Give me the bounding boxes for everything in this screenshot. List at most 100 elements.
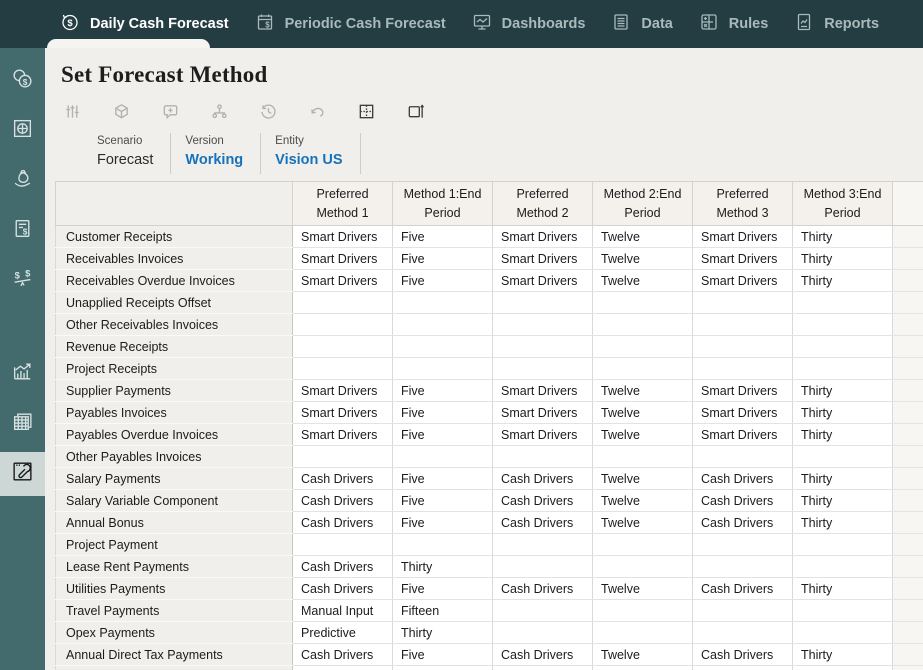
sidebar-item-configuration[interactable] xyxy=(0,452,45,496)
data-cell[interactable]: Twelve xyxy=(592,225,693,248)
data-cell[interactable] xyxy=(592,335,693,358)
nav-tab-dashboards[interactable]: Dashboards xyxy=(472,12,585,36)
data-cell[interactable]: Twelve xyxy=(592,577,693,600)
data-cell[interactable] xyxy=(392,313,493,336)
data-cell[interactable] xyxy=(292,335,393,358)
data-cell[interactable]: Twelve xyxy=(592,379,693,402)
data-cell[interactable]: Twelve xyxy=(592,247,693,270)
data-cell[interactable] xyxy=(392,445,493,468)
data-cell[interactable]: Five xyxy=(392,379,493,402)
data-cell[interactable]: Twelve xyxy=(592,511,693,534)
row-header[interactable]: Lease Rent Payments xyxy=(55,555,293,578)
data-cell[interactable]: Five xyxy=(392,247,493,270)
data-cell[interactable]: Thirty xyxy=(792,379,893,402)
row-header[interactable]: Salary Payments xyxy=(55,467,293,490)
data-cell[interactable] xyxy=(292,445,393,468)
data-cell[interactable]: Cash Drivers xyxy=(492,577,593,600)
history-icon[interactable] xyxy=(258,101,278,121)
data-cell[interactable]: Thirty xyxy=(792,467,893,490)
data-cell[interactable]: Smart Drivers xyxy=(292,269,393,292)
data-cell[interactable]: Thirty xyxy=(792,577,893,600)
data-cell[interactable] xyxy=(792,335,893,358)
data-cell[interactable]: Twelve xyxy=(592,423,693,446)
data-cell[interactable]: Smart Drivers xyxy=(692,423,793,446)
data-cell[interactable]: Five xyxy=(392,577,493,600)
data-cell[interactable] xyxy=(592,291,693,314)
data-cell[interactable]: Cash Drivers xyxy=(292,511,393,534)
undo-icon[interactable] xyxy=(307,101,327,121)
data-cell[interactable] xyxy=(792,313,893,336)
data-cell[interactable]: Manual Input xyxy=(292,599,393,622)
data-cell[interactable]: Smart Drivers xyxy=(492,269,593,292)
data-cell[interactable]: Cash Drivers xyxy=(692,511,793,534)
data-cell[interactable] xyxy=(592,621,693,644)
data-cell[interactable] xyxy=(792,445,893,468)
data-cell[interactable] xyxy=(592,555,693,578)
row-header[interactable]: Unapplied Receipts Offset xyxy=(55,291,293,314)
data-cell[interactable] xyxy=(492,533,593,556)
row-header[interactable]: Receivables Invoices xyxy=(55,247,293,270)
row-header[interactable]: Salary Variable Component xyxy=(55,489,293,512)
data-cell[interactable]: Smart Drivers xyxy=(492,247,593,270)
data-cell[interactable]: Five xyxy=(392,401,493,424)
data-cell[interactable]: Smart Drivers xyxy=(292,423,393,446)
data-cell[interactable]: Five xyxy=(392,467,493,490)
sidebar-item-cash-position[interactable]: $ xyxy=(0,59,45,103)
data-cell[interactable]: Five xyxy=(392,511,493,534)
data-cell[interactable]: Cash Drivers xyxy=(292,489,393,512)
pov-entity[interactable]: Entity Vision US xyxy=(261,133,361,174)
pov-version[interactable]: Version Working xyxy=(171,133,262,174)
data-cell[interactable]: Thirty xyxy=(792,269,893,292)
data-cell[interactable]: Thirty xyxy=(792,423,893,446)
data-cell[interactable] xyxy=(692,533,793,556)
data-cell[interactable]: Twelve xyxy=(592,401,693,424)
nav-tab-data[interactable]: Data xyxy=(611,12,673,36)
data-cell[interactable] xyxy=(692,621,793,644)
data-cell[interactable]: Twelve xyxy=(592,269,693,292)
data-cell[interactable] xyxy=(492,621,593,644)
adjust-sliders-icon[interactable] xyxy=(62,101,82,121)
nav-tab-reports[interactable]: Reports xyxy=(794,12,879,36)
data-cell[interactable]: Cash Drivers xyxy=(492,467,593,490)
cube-icon[interactable] xyxy=(111,101,131,121)
data-cell[interactable] xyxy=(392,665,493,670)
row-header[interactable]: Supplier Payments xyxy=(55,379,293,402)
data-cell[interactable]: Cash Drivers xyxy=(492,643,593,666)
data-cell[interactable] xyxy=(792,291,893,314)
data-cell[interactable]: Cash Drivers xyxy=(692,489,793,512)
data-cell[interactable]: Twelve xyxy=(592,489,693,512)
data-cell[interactable]: Smart Drivers xyxy=(692,401,793,424)
sidebar-item-analytics[interactable] xyxy=(0,352,45,396)
data-cell[interactable] xyxy=(392,357,493,380)
data-cell[interactable]: Smart Drivers xyxy=(492,379,593,402)
row-header[interactable]: Project Receipts xyxy=(55,357,293,380)
data-cell[interactable]: Smart Drivers xyxy=(692,379,793,402)
row-header[interactable]: Payables Invoices xyxy=(55,401,293,424)
data-cell[interactable]: Twelve xyxy=(592,467,693,490)
data-cell[interactable] xyxy=(592,599,693,622)
data-cell[interactable]: Thirty xyxy=(792,643,893,666)
data-cell[interactable]: Cash Drivers xyxy=(692,467,793,490)
data-cell[interactable] xyxy=(792,533,893,556)
sidebar-item-target[interactable] xyxy=(0,109,45,153)
data-cell[interactable]: Cash Drivers xyxy=(292,467,393,490)
data-cell[interactable]: Cash Drivers xyxy=(692,577,793,600)
row-header[interactable]: Annual Direct Tax Payments xyxy=(55,643,293,666)
nav-tab-rules[interactable]: Rules xyxy=(699,12,768,36)
data-cell[interactable] xyxy=(792,357,893,380)
data-cell[interactable] xyxy=(692,357,793,380)
data-cell[interactable]: Smart Drivers xyxy=(692,225,793,248)
row-header[interactable]: Opex Payments xyxy=(55,621,293,644)
data-cell[interactable] xyxy=(592,445,693,468)
row-header[interactable]: Other Receivables Invoices xyxy=(55,313,293,336)
data-cell[interactable]: Smart Drivers xyxy=(692,269,793,292)
row-header[interactable]: Payables Overdue Invoices xyxy=(55,423,293,446)
data-cell[interactable] xyxy=(692,313,793,336)
nav-tab-periodic-cash-forecast[interactable]: $ Periodic Cash Forecast xyxy=(255,12,446,36)
sidebar-item-balance[interactable]: $ $ xyxy=(0,259,45,303)
row-header[interactable]: Revenue Receipts xyxy=(55,335,293,358)
data-cell[interactable] xyxy=(792,621,893,644)
sidebar-item-forms[interactable] xyxy=(0,402,45,446)
data-cell[interactable]: Cash Drivers xyxy=(492,489,593,512)
data-cell[interactable] xyxy=(492,555,593,578)
